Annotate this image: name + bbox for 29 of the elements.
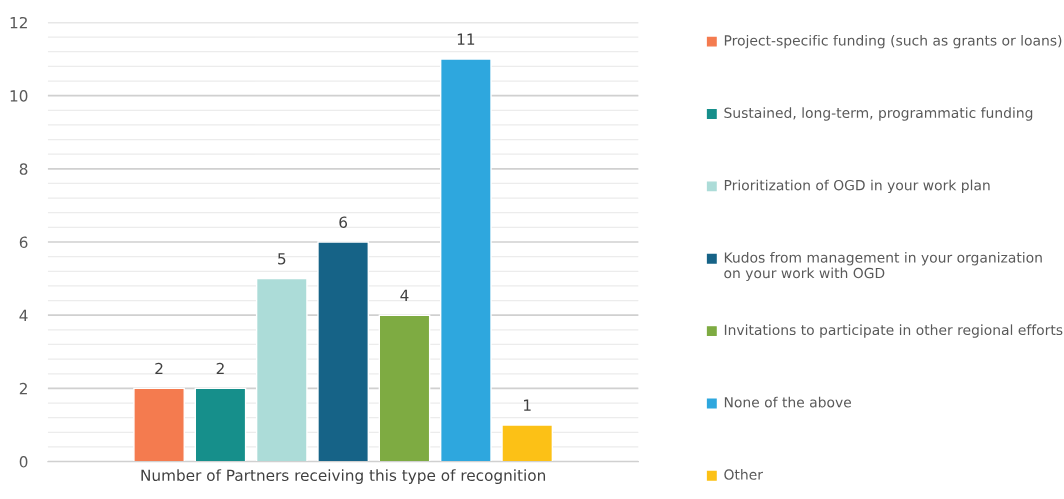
bar	[317, 241, 369, 462]
legend-label: Sustained, long-term, programmatic funding	[724, 107, 1033, 121]
bar	[378, 314, 431, 462]
data-label: 6	[339, 216, 348, 228]
x-axis-title: Number of Partners receiving this type of recognition	[141, 469, 546, 484]
bar	[133, 387, 185, 462]
data-label: 2	[216, 362, 224, 375]
legend-label: Kudos from management in your organization on your work with OGD	[724, 251, 1042, 281]
legend-label: Project-specific funding (such as grants or loans)	[724, 34, 1062, 49]
legend-label: Prioritization of OGD in your work plan	[724, 179, 990, 194]
y-tick-label: 12	[10, 16, 27, 29]
legend-label: None of the above	[724, 396, 852, 408]
legend-label: Invitations to participate in other regional efforts	[724, 324, 1063, 338]
legend-label: Other	[724, 469, 763, 480]
bar	[501, 424, 554, 462]
data-label: 11	[457, 33, 475, 45]
bar	[194, 387, 247, 462]
bar	[439, 58, 492, 462]
data-label: 5	[278, 253, 286, 265]
y-tick-label: 8	[19, 163, 28, 175]
y-tick-label: 2	[19, 382, 27, 395]
data-label: 1	[524, 399, 531, 411]
data-label: 4	[400, 289, 409, 301]
y-tick-label: 0	[19, 456, 28, 468]
y-tick-label: 6	[19, 236, 28, 249]
y-tick-label: 4	[19, 309, 28, 322]
data-label: 2	[155, 362, 163, 375]
bar	[255, 277, 308, 462]
y-tick-label: 10	[10, 90, 28, 102]
